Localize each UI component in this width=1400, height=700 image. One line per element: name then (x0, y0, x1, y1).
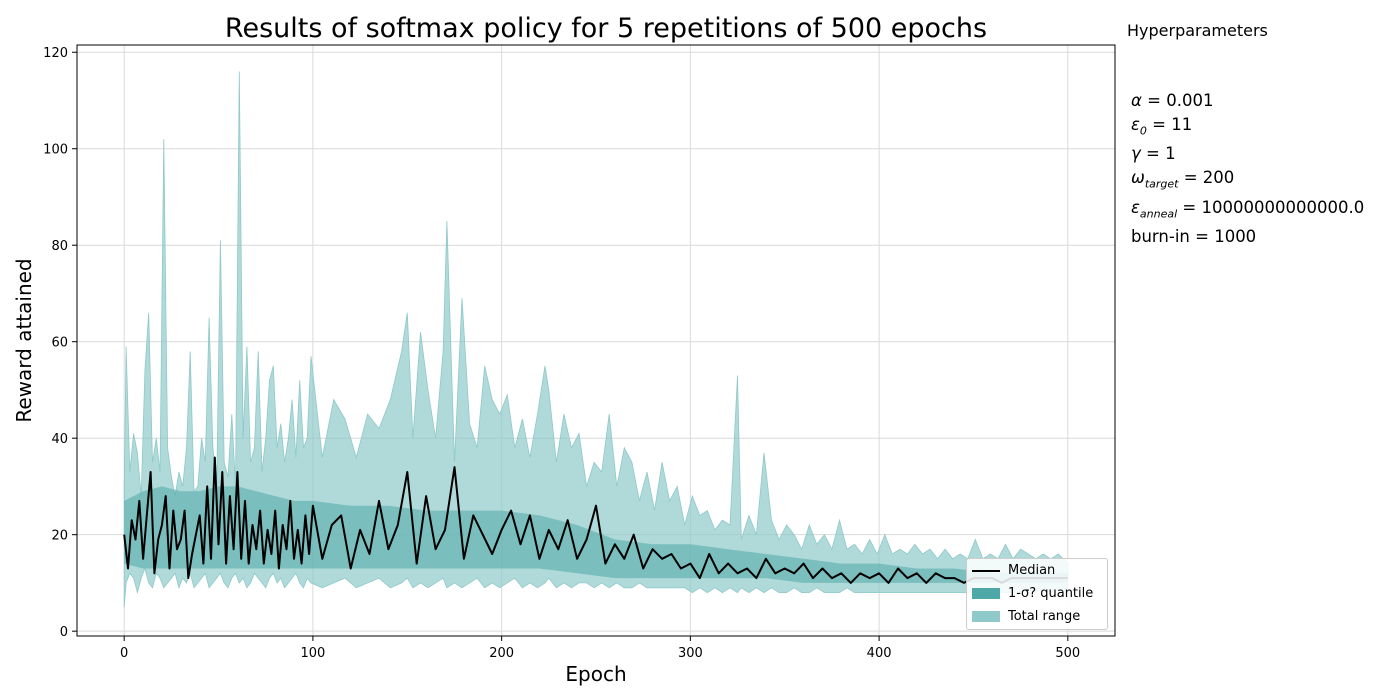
hp-alpha-symbol: α (1131, 91, 1142, 110)
legend-range-label: Total range (1008, 609, 1081, 624)
legend-item-quantile: 1-σ? quantile (972, 586, 1093, 601)
x-tick-label: 500 (1055, 646, 1080, 661)
x-tick-label: 100 (300, 646, 325, 661)
x-tick-label: 300 (678, 646, 703, 661)
hp-alpha-value: = 0.001 (1147, 91, 1214, 110)
hyperparameters-heading: Hyperparameters (1127, 21, 1268, 40)
y-tick-label: 80 (51, 239, 68, 254)
hp-omega-value: = 200 (1183, 167, 1235, 187)
legend-median-swatch (972, 569, 1000, 572)
legend-median-label: Median (1008, 563, 1056, 578)
median-path (123, 456, 1068, 584)
legend-quantile-label: 1-σ? quantile (1008, 586, 1094, 601)
legend: Median 1-σ? quantile Total range (966, 558, 1108, 630)
hp-epsanneal-value: = 10000000000000.0 (1182, 197, 1365, 217)
legend-quantile-swatch (972, 588, 1000, 599)
hp-epsilon0-symbol: ε (1131, 114, 1140, 134)
plot-frame (76, 44, 1116, 637)
hp-gamma: γ = 1 (1131, 142, 1364, 166)
hp-alpha: α = 0.001 (1131, 89, 1364, 113)
quantile-band (124, 486, 1068, 583)
hp-gamma-symbol: γ (1131, 144, 1141, 164)
hp-gamma-value: = 1 (1146, 144, 1176, 164)
x-tick-label: 400 (867, 646, 892, 661)
x-tick-label: 0 (120, 646, 128, 661)
x-tick-label: 200 (489, 646, 514, 661)
x-axis-label: Epoch (565, 662, 626, 686)
hp-epsanneal-symbol: ε (1131, 197, 1140, 217)
legend-item-median: Median (972, 563, 1055, 578)
legend-item-range: Total range (972, 609, 1080, 624)
y-tick-label: 120 (43, 46, 68, 61)
grid (77, 45, 1115, 636)
hp-epsanneal: εanneal = 10000000000000.0 (1131, 196, 1364, 226)
hp-epsilon0: ε0 = 11 (1131, 113, 1364, 143)
axis-ticks: 0 100 200 300 400 500 0 20 40 60 80 100 120 (43, 46, 1080, 661)
median-line (123, 456, 1068, 584)
y-tick-label: 100 (43, 143, 68, 158)
hp-epsilon0-sub: 0 (1139, 123, 1147, 137)
hp-omega-sub: target (1144, 177, 1179, 191)
quantile-area (124, 486, 1068, 583)
hp-burnin: burn-in = 1000 (1131, 227, 1257, 247)
y-tick-label: 0 (60, 625, 68, 640)
hyperparameters-list: α = 0.001 ε0 = 11 γ = 1 ωtarget = 200 εa… (1131, 89, 1364, 249)
chart-title: Results of softmax policy for 5 repetiti… (225, 13, 987, 44)
hp-epsilon0-value: = 11 (1152, 114, 1193, 134)
y-tick-label: 60 (51, 336, 68, 351)
legend-range-swatch (972, 611, 1000, 622)
y-tick-label: 20 (51, 529, 68, 544)
hp-omega-symbol: ω (1131, 167, 1145, 187)
y-tick-label: 40 (51, 432, 68, 447)
y-axis-label: Reward attained (12, 258, 36, 422)
hp-omega: ωtarget = 200 (1131, 166, 1364, 196)
hp-epsanneal-sub: anneal (1139, 206, 1178, 220)
